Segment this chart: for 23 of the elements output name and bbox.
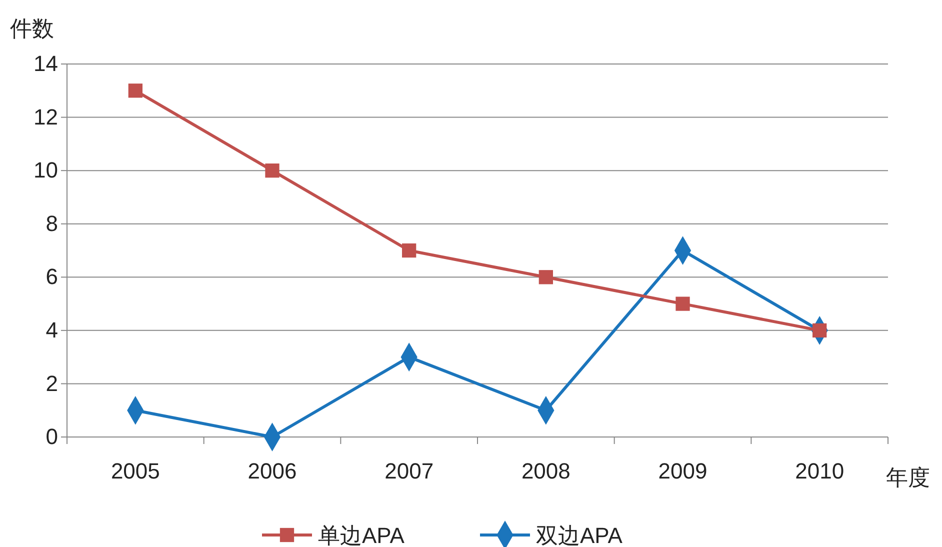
y-tick-label: 8 (46, 210, 58, 236)
y-tick-label: 10 (34, 158, 58, 183)
y-tick-label: 6 (46, 264, 58, 290)
y-tick-label: 12 (34, 104, 58, 130)
x-tick-label: 2007 (384, 458, 434, 484)
y-tick-label: 14 (34, 51, 58, 76)
point (265, 164, 280, 178)
x-tick-label: 2008 (521, 458, 570, 484)
x-tick-label: 2006 (248, 458, 297, 484)
y-tick-label: 0 (46, 424, 58, 450)
point (402, 243, 416, 258)
x-tick-label: 2010 (795, 458, 844, 484)
x-tick-label: 2009 (658, 458, 708, 484)
point (538, 270, 553, 284)
point (128, 84, 142, 98)
legend-label: 双边APA (536, 523, 623, 547)
x-tick-label: 2005 (110, 458, 160, 484)
y-tick-label: 4 (46, 317, 58, 342)
y-axis-title: 件数 (10, 16, 54, 41)
legend-label: 单边APA (318, 523, 405, 547)
x-axis-title: 年度 (886, 465, 930, 490)
point (676, 296, 690, 311)
y-tick-label: 2 (46, 370, 58, 396)
